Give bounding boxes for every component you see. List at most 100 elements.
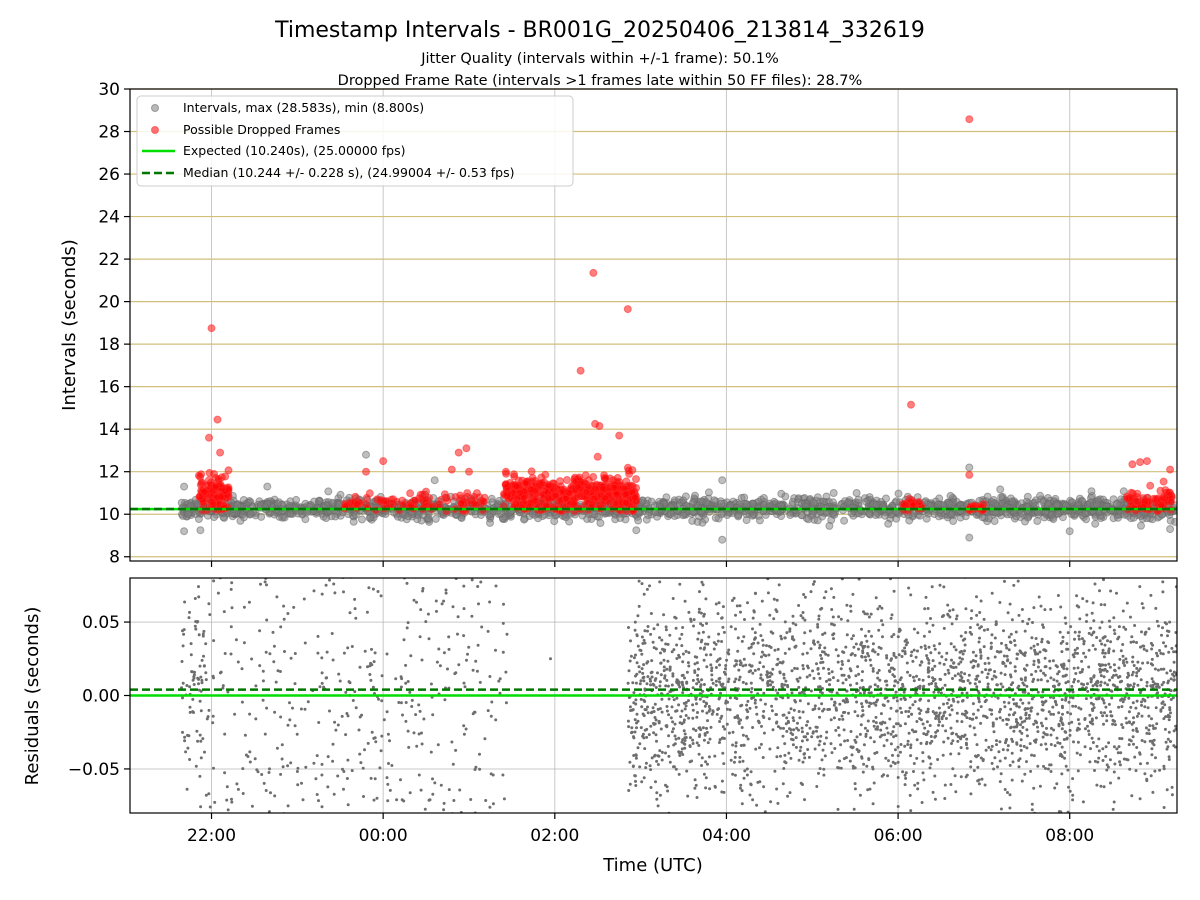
residual-point bbox=[683, 746, 687, 750]
residual-point bbox=[969, 760, 973, 764]
residual-point bbox=[233, 712, 237, 716]
residual-point bbox=[911, 703, 915, 707]
residual-point bbox=[628, 705, 632, 709]
residual-point bbox=[674, 737, 678, 741]
residual-point bbox=[774, 688, 778, 692]
residual-point bbox=[779, 754, 782, 758]
dropped-frame-point bbox=[447, 465, 456, 474]
residual-point bbox=[1071, 798, 1075, 802]
residual-point bbox=[1045, 747, 1049, 751]
residual-point bbox=[718, 680, 721, 684]
residual-point bbox=[928, 766, 932, 770]
dropped-frame-point bbox=[194, 471, 203, 480]
residual-point bbox=[718, 720, 722, 723]
residual-point bbox=[223, 652, 227, 655]
residual-point bbox=[832, 716, 836, 720]
residual-point bbox=[207, 792, 211, 796]
residual-point bbox=[674, 767, 678, 771]
residual-point bbox=[254, 717, 258, 721]
residual-point bbox=[274, 680, 278, 684]
residual-point bbox=[362, 795, 365, 798]
residual-point bbox=[795, 667, 799, 671]
residual-point bbox=[198, 664, 202, 668]
residual-point bbox=[1043, 656, 1047, 660]
residual-point bbox=[776, 657, 780, 661]
residual-point bbox=[701, 726, 705, 730]
residual-point bbox=[839, 743, 843, 747]
interval-point bbox=[233, 501, 242, 510]
residual-point bbox=[1058, 741, 1062, 745]
residual-point bbox=[1077, 630, 1081, 634]
residual-point bbox=[634, 779, 637, 783]
residual-point bbox=[756, 641, 760, 645]
intervals-y-tick-label: 22 bbox=[98, 250, 120, 270]
residual-point bbox=[1061, 635, 1065, 639]
residual-point bbox=[1103, 643, 1107, 647]
residual-point bbox=[932, 644, 936, 648]
residual-point bbox=[1076, 666, 1080, 670]
residual-point bbox=[1132, 682, 1136, 686]
residual-point bbox=[469, 798, 473, 801]
residual-point bbox=[988, 820, 991, 823]
residual-point bbox=[1075, 728, 1079, 732]
residual-point bbox=[862, 762, 866, 766]
residual-point bbox=[1011, 760, 1015, 764]
residual-point bbox=[212, 579, 216, 583]
residual-point bbox=[986, 672, 990, 676]
residual-point bbox=[654, 733, 658, 737]
residual-point bbox=[1015, 657, 1019, 661]
residual-point bbox=[405, 581, 409, 585]
residual-point bbox=[236, 660, 240, 664]
residual-point bbox=[632, 691, 636, 695]
dropped-frame-point bbox=[563, 476, 571, 484]
residual-point bbox=[1082, 651, 1086, 655]
residual-point bbox=[182, 632, 186, 636]
legend-box bbox=[136, 95, 574, 187]
interval-point bbox=[239, 496, 248, 504]
residual-point bbox=[387, 762, 390, 765]
residual-point bbox=[999, 772, 1003, 776]
residual-point bbox=[1130, 673, 1134, 677]
residual-point bbox=[998, 780, 1002, 784]
residual-point bbox=[385, 652, 389, 656]
intervals-y-tick-label: 16 bbox=[98, 378, 120, 398]
residual-point bbox=[1032, 659, 1036, 663]
residual-point bbox=[944, 658, 948, 662]
residual-point bbox=[669, 716, 673, 720]
residual-point bbox=[1028, 742, 1032, 746]
residual-point bbox=[1031, 621, 1034, 624]
residual-point bbox=[282, 604, 286, 608]
residual-point bbox=[333, 591, 337, 595]
residual-point bbox=[782, 713, 786, 717]
residual-point bbox=[194, 764, 198, 768]
residual-point bbox=[250, 804, 254, 808]
residual-point bbox=[1029, 646, 1033, 650]
residual-point bbox=[1132, 742, 1135, 746]
residual-point bbox=[325, 650, 329, 654]
residual-point bbox=[201, 634, 205, 638]
residual-point bbox=[369, 776, 373, 780]
residual-point bbox=[1064, 764, 1068, 768]
dropped-frame-point bbox=[915, 498, 923, 506]
residual-point bbox=[1008, 661, 1012, 665]
residual-point bbox=[1018, 729, 1022, 733]
residual-point bbox=[1032, 606, 1036, 610]
residual-point bbox=[1168, 620, 1172, 624]
residual-point bbox=[1167, 758, 1171, 761]
residual-point bbox=[718, 738, 722, 742]
residual-point bbox=[1153, 667, 1157, 671]
residual-point bbox=[223, 771, 227, 775]
residual-point bbox=[713, 754, 717, 758]
residual-point bbox=[375, 796, 379, 800]
residual-point bbox=[854, 674, 858, 678]
residual-point bbox=[317, 721, 321, 724]
residual-point bbox=[844, 697, 848, 701]
residual-point bbox=[801, 652, 805, 656]
residual-point bbox=[977, 640, 981, 644]
residual-point bbox=[386, 799, 390, 803]
residual-point bbox=[1020, 720, 1024, 724]
residual-point bbox=[631, 764, 635, 768]
dropped-frame-point bbox=[570, 500, 579, 509]
residual-point bbox=[1071, 696, 1075, 700]
dropped-frame-point bbox=[205, 433, 213, 442]
